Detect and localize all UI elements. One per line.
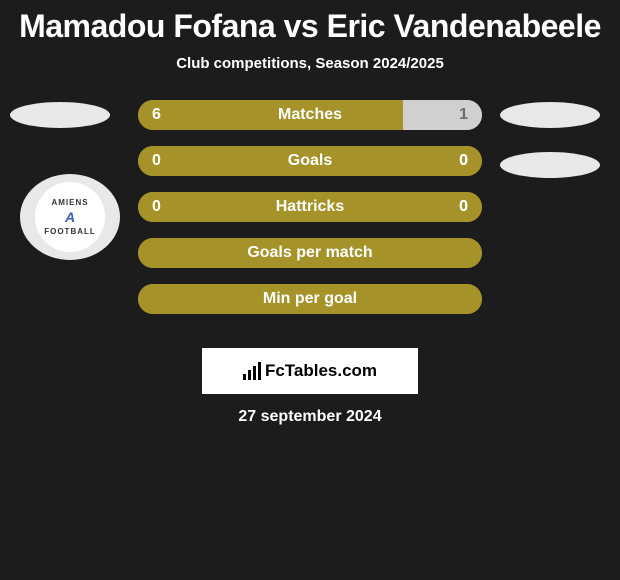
club-name-top: AMIENS bbox=[51, 198, 88, 207]
stat-right-value: 0 bbox=[468, 146, 482, 176]
player1-club-badge: AMIENS A FOOTBALL bbox=[20, 174, 120, 260]
stat-right-value: 0 bbox=[468, 192, 482, 222]
stat-left-value: 0 bbox=[138, 192, 468, 222]
site-logo: FcTables.com bbox=[202, 348, 418, 394]
subtitle: Club competitions, Season 2024/2025 bbox=[0, 55, 620, 72]
stat-row-goals: 0 0 Goals 0 bbox=[138, 146, 482, 176]
player2-badge-oval-1 bbox=[500, 102, 600, 128]
logo-label: FcTables.com bbox=[265, 361, 377, 381]
stat-right-value bbox=[468, 284, 482, 314]
stat-row-min-per-goal: Min per goal bbox=[138, 284, 482, 314]
stat-row-hattricks: 0 0 Hattricks 0 bbox=[138, 192, 482, 222]
player2-badge-oval-2 bbox=[500, 152, 600, 178]
stat-row-matches: 6 1 Matches bbox=[138, 100, 482, 130]
stat-right-value bbox=[468, 238, 482, 268]
stat-left-value: 6 bbox=[138, 100, 403, 130]
player1-badge-oval bbox=[10, 102, 110, 128]
club-name-bottom: FOOTBALL bbox=[44, 227, 96, 236]
club-letter: A bbox=[65, 209, 75, 225]
stat-left-value bbox=[138, 238, 468, 268]
comparison-chart: AMIENS A FOOTBALL 6 1 Matches 0 0 Goals … bbox=[0, 102, 620, 330]
stat-left-value bbox=[138, 284, 468, 314]
logo-text: FcTables.com bbox=[243, 361, 377, 381]
stat-row-goals-per-match: Goals per match bbox=[138, 238, 482, 268]
page-title: Mamadou Fofana vs Eric Vandenabeele bbox=[0, 0, 620, 45]
date-label: 27 september 2024 bbox=[0, 408, 620, 426]
stat-right-value: 1 bbox=[403, 100, 482, 130]
club-logo: AMIENS A FOOTBALL bbox=[35, 182, 105, 252]
stat-left-value: 0 bbox=[138, 146, 468, 176]
bars-icon bbox=[243, 362, 261, 380]
